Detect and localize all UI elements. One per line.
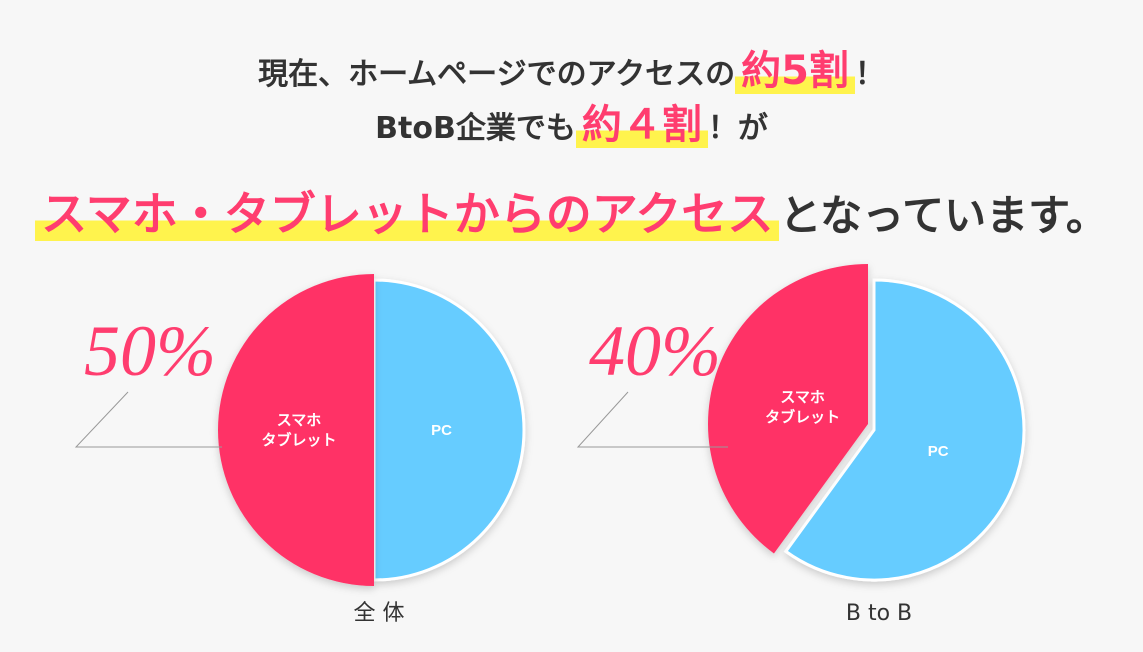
leader-line	[74, 391, 222, 448]
slice-label-pc: PC	[928, 443, 949, 460]
percent-label: 40%	[589, 311, 721, 391]
headline-line-3-suffix: となっています。	[779, 191, 1108, 240]
slice-label-mobile: スマホタブレット	[765, 389, 840, 426]
percent-label: 50%	[84, 311, 216, 391]
slice-pc	[372, 278, 526, 582]
headline-line-2-text: BtoB企業でも	[375, 111, 576, 146]
headline-line-2: BtoB企業でも 約４割 ！が	[0, 92, 1143, 150]
slice-pc	[783, 278, 1026, 582]
slice-label-mobile: スマホタブレット	[261, 412, 336, 449]
slice-label-pc: PC	[431, 422, 452, 439]
headline-line-3: スマホ・タブレットからのアクセス となっています。	[0, 178, 1143, 244]
slice-mobile	[218, 274, 374, 586]
headline-line-1-text: 現在、ホームページでのアクセスの	[258, 57, 736, 92]
chart-caption: 全 体	[354, 601, 405, 626]
headline-line-1-emphasis: 約5割	[735, 48, 855, 94]
leader-line	[576, 391, 728, 448]
pie-chart-1: スマホタブレット PC 50% 全 体	[74, 274, 526, 626]
chart-caption: B to B	[846, 601, 912, 626]
headline-line-3-emphasis: スマホ・タブレットからのアクセス	[35, 187, 780, 241]
pie-chart-2: スマホタブレット PC 40% B to B	[576, 264, 1026, 626]
headline-line-2-suffix: ！が	[707, 111, 768, 146]
headline-line-1-suffix: ！	[854, 57, 885, 92]
headline-line-1: 現在、ホームページでのアクセスの 約5割！	[0, 38, 1143, 96]
headline-line-2-emphasis: 約４割	[575, 102, 708, 148]
slice-mobile	[708, 264, 868, 554]
